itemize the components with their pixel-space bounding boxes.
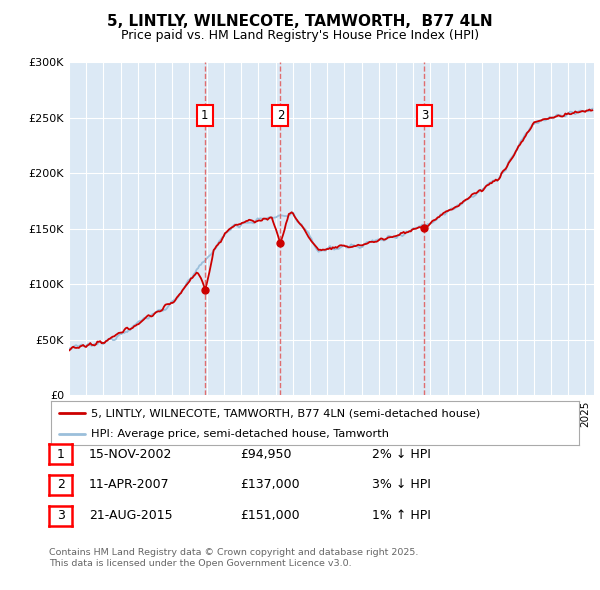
Text: 2: 2 [56,478,65,491]
Text: 1: 1 [56,448,65,461]
Text: 5, LINTLY, WILNECOTE, TAMWORTH, B77 4LN (semi-detached house): 5, LINTLY, WILNECOTE, TAMWORTH, B77 4LN … [91,408,480,418]
Text: 5, LINTLY, WILNECOTE, TAMWORTH,  B77 4LN: 5, LINTLY, WILNECOTE, TAMWORTH, B77 4LN [107,14,493,30]
Text: HPI: Average price, semi-detached house, Tamworth: HPI: Average price, semi-detached house,… [91,428,389,438]
Text: 2: 2 [277,109,284,122]
Text: 11-APR-2007: 11-APR-2007 [89,478,169,491]
Text: Price paid vs. HM Land Registry's House Price Index (HPI): Price paid vs. HM Land Registry's House … [121,29,479,42]
Text: 3% ↓ HPI: 3% ↓ HPI [372,478,431,491]
Text: Contains HM Land Registry data © Crown copyright and database right 2025.
This d: Contains HM Land Registry data © Crown c… [49,548,419,568]
Text: 2% ↓ HPI: 2% ↓ HPI [372,448,431,461]
Text: 1: 1 [201,109,208,122]
Text: 3: 3 [421,109,428,122]
Text: 3: 3 [56,509,65,522]
Text: £151,000: £151,000 [240,509,299,522]
Text: 1% ↑ HPI: 1% ↑ HPI [372,509,431,522]
Text: 15-NOV-2002: 15-NOV-2002 [89,448,172,461]
Text: £94,950: £94,950 [240,448,292,461]
Text: £137,000: £137,000 [240,478,299,491]
Text: 21-AUG-2015: 21-AUG-2015 [89,509,172,522]
